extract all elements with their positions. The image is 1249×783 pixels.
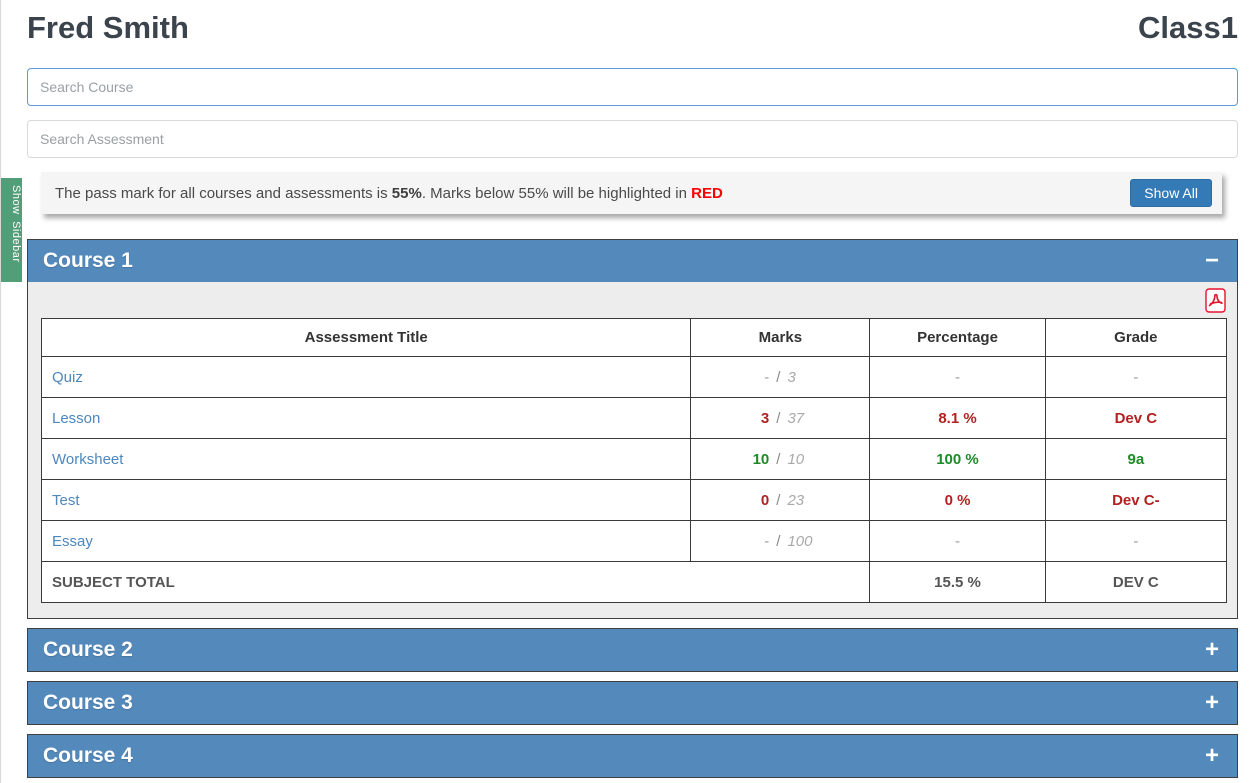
col-marks: Marks xyxy=(690,318,871,357)
percentage-cell: - xyxy=(869,356,1046,398)
percentage-cell: 100 % xyxy=(869,438,1046,480)
marks-cell: 10/10 xyxy=(690,438,871,480)
marks-cell: -/3 xyxy=(690,356,871,398)
table-row: Worksheet 10/10 100 % 9a xyxy=(40,438,1228,480)
subject-total-row: SUBJECT TOTAL 15.5 % DEV C xyxy=(40,561,1228,603)
class-name: Class1 xyxy=(1138,10,1238,45)
table-row: Lesson 3/37 8.1 % Dev C xyxy=(40,397,1228,439)
pass-mark-value: 55% xyxy=(391,184,422,202)
table-row: Test 0/23 0 % Dev C- xyxy=(40,479,1228,521)
pdf-export-icon[interactable] xyxy=(1205,288,1226,313)
grade-cell: 9a xyxy=(1044,438,1228,480)
course-panel-1: Course 1 − Assessment Title xyxy=(27,239,1238,619)
assessment-link[interactable]: Lesson xyxy=(40,397,692,439)
course-3-header[interactable]: Course 3 + xyxy=(28,682,1237,724)
show-sidebar-tab[interactable]: Show Sidebar xyxy=(1,178,22,282)
expand-icon[interactable]: + xyxy=(1204,689,1219,716)
grade-cell: Dev C- xyxy=(1044,479,1228,521)
grade-cell: Dev C xyxy=(1044,397,1228,439)
course-2-title: Course 2 xyxy=(43,638,133,661)
page-header: Fred Smith Class1 xyxy=(27,10,1238,46)
course-1-title: Course 1 xyxy=(43,249,133,272)
assessment-link[interactable]: Worksheet xyxy=(40,438,692,480)
course-4-title: Course 4 xyxy=(43,744,133,767)
col-grade: Grade xyxy=(1044,318,1228,357)
expand-icon[interactable]: + xyxy=(1204,742,1219,769)
table-row: Essay -/100 - - xyxy=(40,520,1228,562)
search-assessment-input[interactable] xyxy=(27,120,1238,158)
red-highlight-label: RED xyxy=(691,184,723,202)
pass-mark-alert: The pass mark for all courses and assess… xyxy=(41,172,1222,214)
marks-cell: 0/23 xyxy=(690,479,871,521)
percentage-cell: 0 % xyxy=(869,479,1046,521)
grade-cell: - xyxy=(1044,356,1228,398)
marks-cell: 3/37 xyxy=(690,397,871,439)
alert-text: The pass mark for all courses and assess… xyxy=(55,184,723,202)
subject-total-percentage: 15.5 % xyxy=(869,561,1046,603)
collapse-icon[interactable]: − xyxy=(1204,247,1219,274)
course-2-header[interactable]: Course 2 + xyxy=(28,629,1237,671)
course-panel-2: Course 2 + xyxy=(27,628,1238,672)
course-1-header[interactable]: Course 1 − xyxy=(28,240,1237,282)
assessment-link[interactable]: Essay xyxy=(40,520,692,562)
course-3-title: Course 3 xyxy=(43,691,133,714)
percentage-cell: 8.1 % xyxy=(869,397,1046,439)
table-header-row: Assessment Title Marks Percentage Grade xyxy=(40,318,1228,357)
subject-total-label: SUBJECT TOTAL xyxy=(40,561,871,603)
col-assessment-title: Assessment Title xyxy=(40,318,692,357)
show-all-button[interactable]: Show All xyxy=(1130,179,1212,207)
marks-cell: -/100 xyxy=(690,520,871,562)
course-panel-3: Course 3 + xyxy=(27,681,1238,725)
course-1-marks-table: Assessment Title Marks Percentage Grade … xyxy=(40,318,1228,603)
expand-icon[interactable]: + xyxy=(1204,636,1219,663)
assessment-link[interactable]: Test xyxy=(40,479,692,521)
table-row: Quiz -/3 - - xyxy=(40,356,1228,398)
search-course-input[interactable] xyxy=(27,68,1238,106)
percentage-cell: - xyxy=(869,520,1046,562)
course-1-body: Assessment Title Marks Percentage Grade … xyxy=(28,282,1237,618)
grade-cell: - xyxy=(1044,520,1228,562)
student-name: Fred Smith xyxy=(27,10,189,45)
assessment-link[interactable]: Quiz xyxy=(40,356,692,398)
col-percentage: Percentage xyxy=(869,318,1046,357)
course-4-header[interactable]: Course 4 + xyxy=(28,735,1237,777)
subject-total-grade: DEV C xyxy=(1044,561,1228,603)
course-panel-4: Course 4 + xyxy=(27,734,1238,778)
